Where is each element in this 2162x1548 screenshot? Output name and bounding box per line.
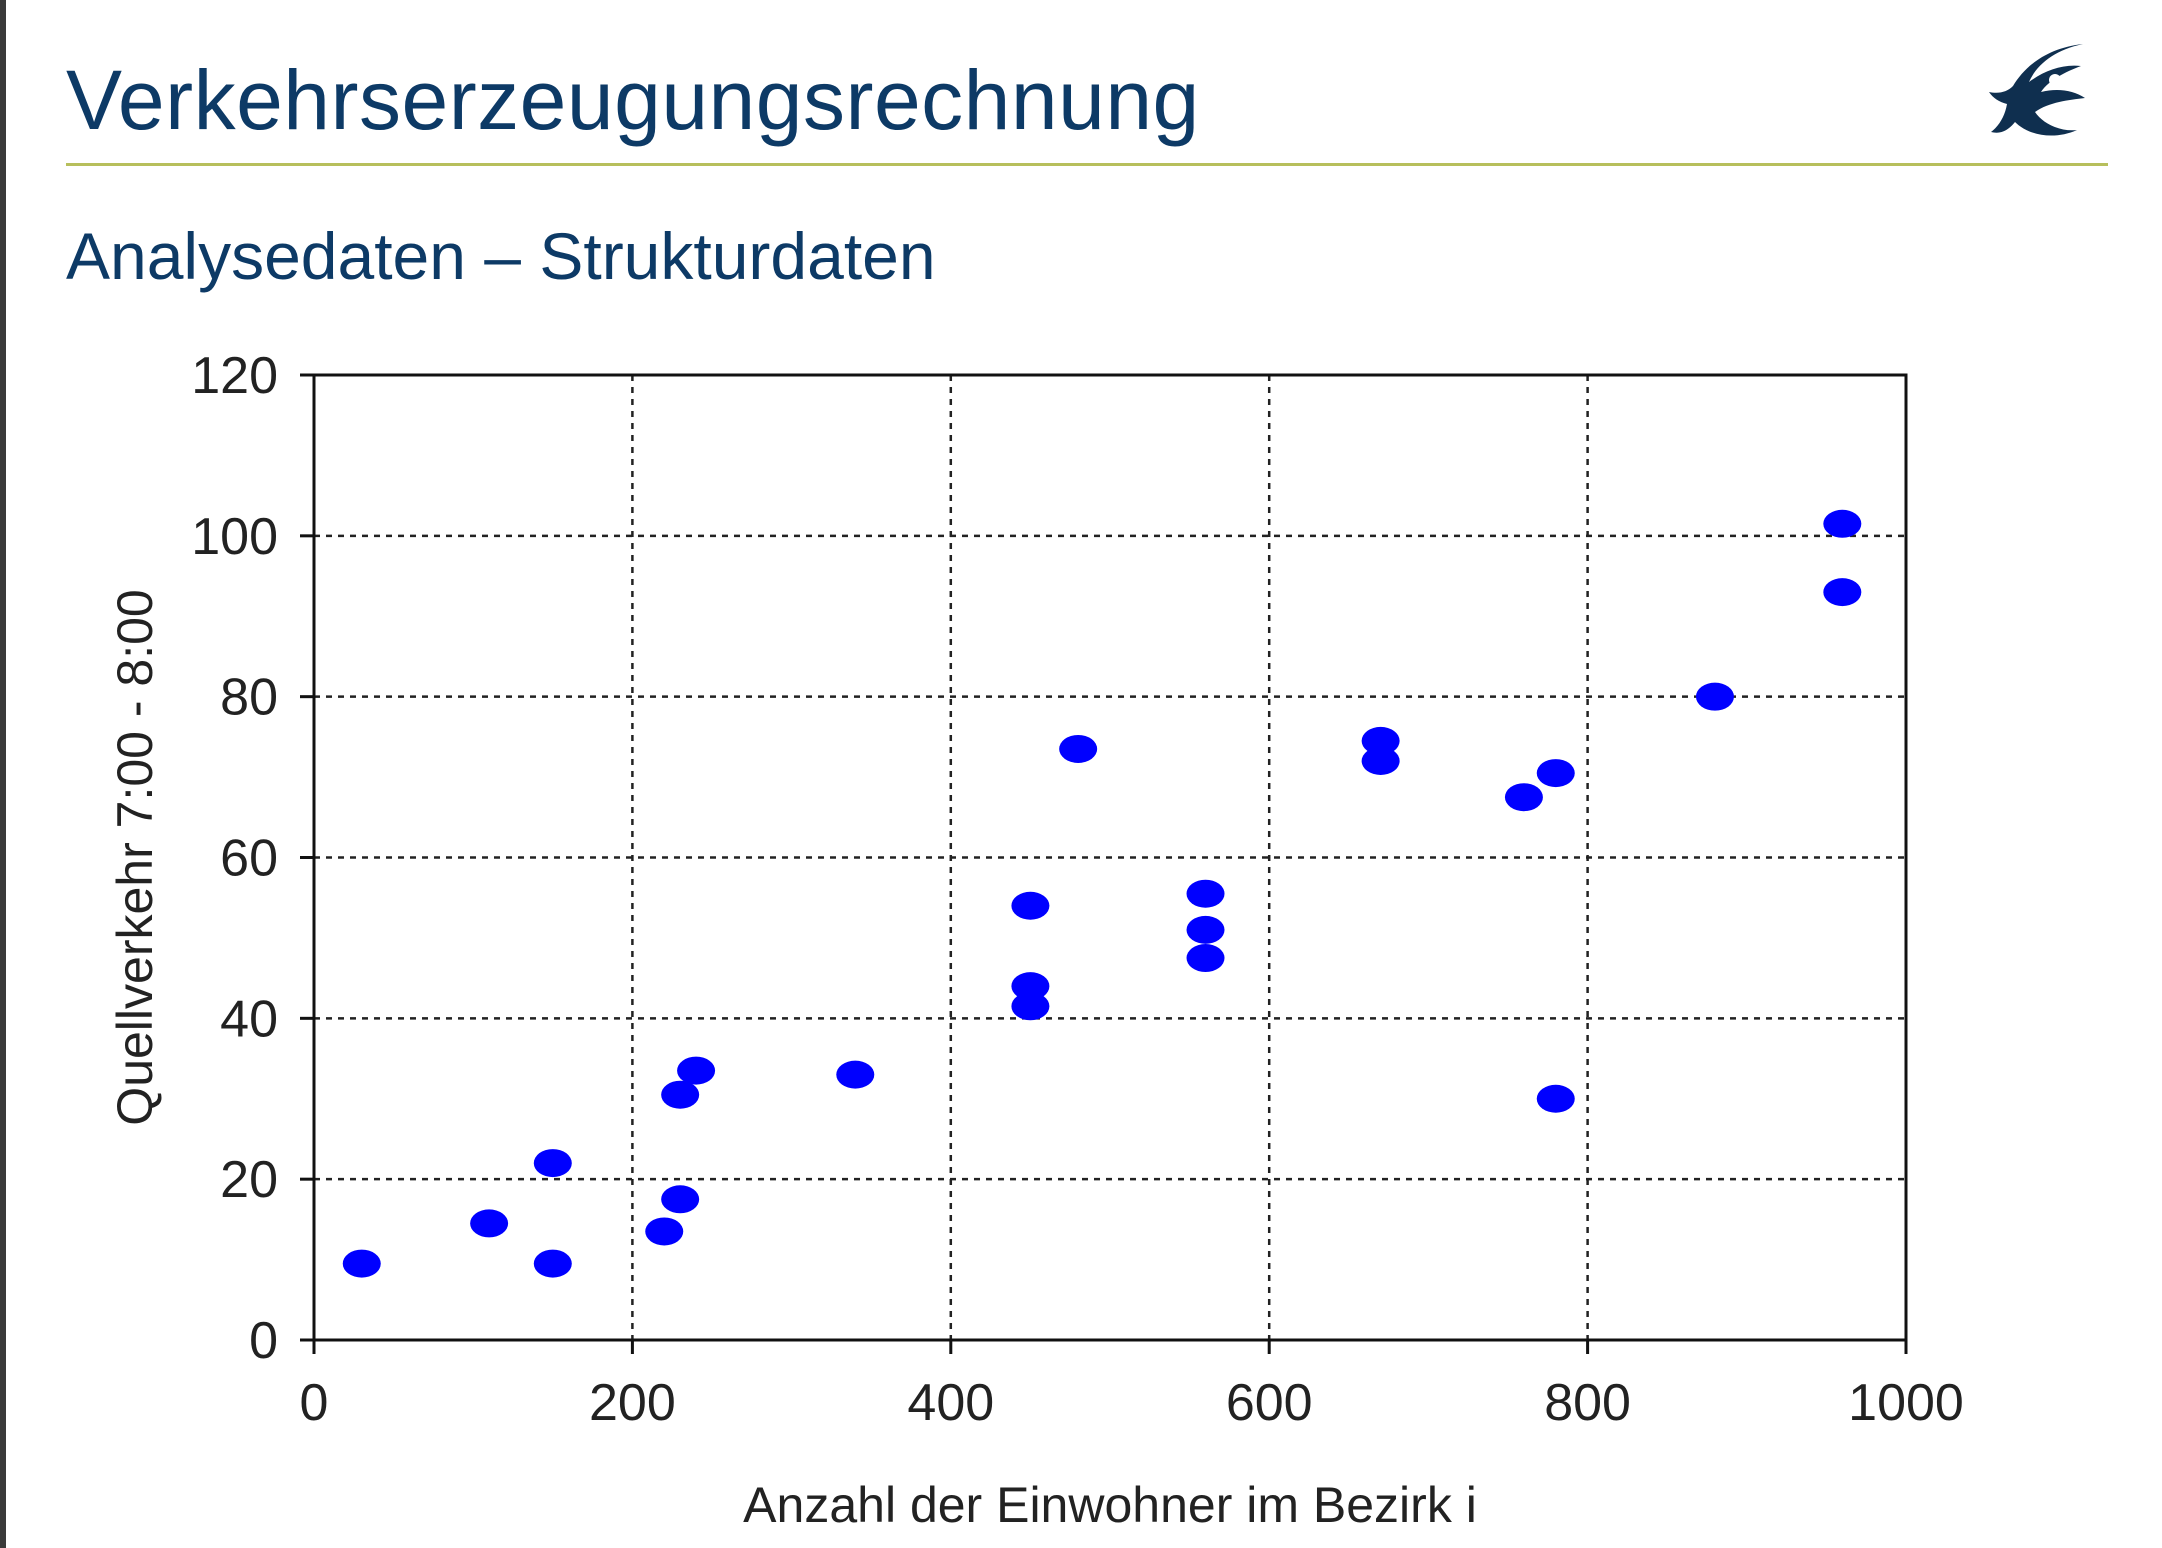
slide-subtitle: Analysedaten – Strukturdaten	[66, 219, 936, 293]
y-tick-label: 20	[220, 1151, 278, 1209]
data-point	[470, 1209, 509, 1238]
x-tick-label: 400	[907, 1374, 994, 1432]
data-point	[1695, 682, 1734, 711]
data-point	[1536, 759, 1575, 788]
data-point	[533, 1249, 572, 1278]
data-point	[836, 1060, 875, 1089]
y-tick-label: 100	[191, 508, 278, 566]
y-tick-label: 80	[220, 669, 278, 727]
data-point	[533, 1149, 572, 1178]
x-tick-label: 1000	[1848, 1374, 1964, 1432]
data-point	[1011, 972, 1050, 1001]
x-axis-label: Anzahl der Einwohner im Bezirk i	[743, 1477, 1477, 1533]
data-point	[342, 1249, 381, 1278]
x-tick-label: 800	[1544, 1374, 1631, 1432]
y-tick-label: 120	[191, 347, 278, 405]
chart-grid	[314, 375, 1906, 1340]
data-point	[1823, 509, 1862, 538]
data-point	[1823, 578, 1862, 607]
data-point	[1011, 891, 1050, 920]
x-tick-label: 200	[589, 1374, 676, 1432]
y-tick-label: 40	[220, 990, 278, 1048]
bird-logo-icon	[1989, 44, 2085, 136]
data-point	[1186, 915, 1225, 944]
data-point	[645, 1217, 684, 1246]
data-point	[1186, 944, 1225, 973]
slide-title: Verkehrserzeugungsrechnung	[66, 53, 1200, 147]
data-point	[1361, 726, 1400, 755]
data-point	[1011, 992, 1050, 1021]
chart-axis-ticks: 0 200 400 600 800 1000 0 20 40 60 80 100 120	[191, 347, 1964, 1432]
data-point	[1504, 783, 1543, 812]
window-edge	[0, 0, 6, 1548]
data-point	[1059, 734, 1098, 763]
x-tick-label: 600	[1226, 1374, 1313, 1432]
title-divider	[66, 163, 2108, 166]
data-point	[661, 1080, 700, 1109]
y-axis-label: Quellverkehr 7:00 - 8:00	[107, 589, 163, 1125]
data-point	[677, 1056, 716, 1085]
data-point	[1186, 879, 1225, 908]
y-tick-label: 0	[249, 1312, 278, 1370]
data-point	[1536, 1084, 1575, 1113]
data-point	[1361, 747, 1400, 775]
x-tick-label: 0	[300, 1374, 329, 1432]
data-point	[661, 1185, 700, 1214]
y-tick-label: 60	[220, 830, 278, 888]
chart-points	[342, 509, 1862, 1278]
